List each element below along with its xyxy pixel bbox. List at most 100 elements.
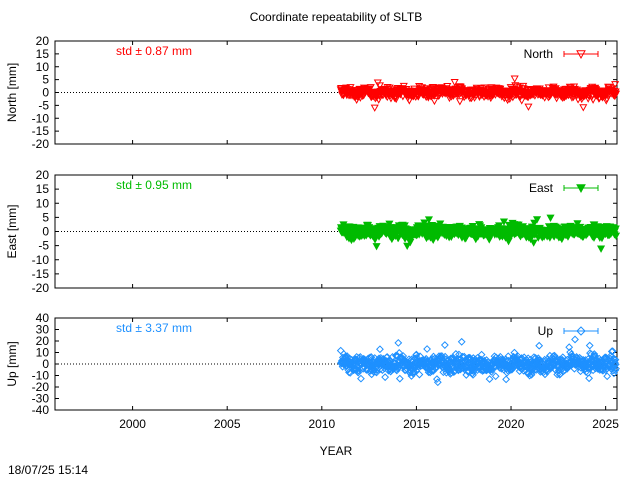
data-point [585,341,594,350]
y-tick-label: -15 [32,124,50,138]
std-label: std ± 3.37 mm [116,321,192,335]
y-tick-label: -10 [32,369,50,383]
y-tick-label: 40 [36,311,50,325]
data-point [477,350,486,359]
data-point [612,364,620,373]
data-point [429,352,438,361]
data-point [395,374,404,383]
data-point [535,341,544,350]
y-tick-label: -10 [32,253,50,267]
data-point [584,95,593,103]
y-tick-label: 10 [36,196,50,210]
y-tick-label: -15 [32,267,50,281]
data-point [450,79,459,87]
x-axis-label: YEAR [320,444,353,458]
legend-label: Up [538,324,554,338]
std-label: std ± 0.87 mm [116,44,192,58]
data-point [576,50,586,60]
y-tick-label: 5 [42,210,49,224]
std-label: std ± 0.95 mm [116,178,192,192]
data-point [571,335,579,344]
data-point [591,352,600,361]
legend-label: East [529,181,554,195]
data-point [576,184,586,194]
data-point [554,366,563,375]
data-point [366,84,375,92]
legend: Up [538,324,599,338]
data-point [611,225,620,233]
data-point [394,338,403,347]
data-point [510,75,519,83]
data-point [372,365,381,374]
data-point [457,337,466,346]
x-tick-label: 2010 [308,417,335,431]
y-tick-label: 20 [36,334,50,348]
y-axis-label: Up [mm] [5,341,19,386]
data-point [376,365,385,373]
y-tick-label: 0 [42,225,49,239]
data-point [540,355,549,364]
data-point [529,239,538,247]
data-point [412,350,421,359]
footer-timestamp: 18/07/25 15:14 [8,463,88,477]
y-tick-label: -20 [32,281,50,295]
data-point [376,345,384,354]
data-point [612,90,621,98]
data-point [589,96,598,104]
data-point [432,362,441,371]
data-point [530,219,539,228]
data-point [406,239,415,247]
data-point [543,355,552,363]
data-point [370,104,379,112]
data-point [597,234,607,243]
y-tick-label: -20 [32,137,50,151]
y-tick-label: -5 [38,239,49,253]
y-tick-label: -40 [32,403,50,417]
data-point [612,232,621,240]
data-point [434,360,443,369]
data-point [336,346,345,355]
y-tick-label: 30 [36,323,50,337]
y-tick-label: 15 [36,47,50,61]
data-point [383,83,392,92]
legend: North [524,47,599,61]
data-point [385,220,394,228]
data-point [603,372,612,381]
data-point [611,355,620,364]
data-point [415,370,424,379]
data-point [530,365,539,374]
data-point [524,103,533,111]
y-tick-label: 15 [36,182,50,196]
data-point [430,97,439,106]
data-point [356,365,364,374]
chart-title: Coordinate repeatability of SLTB [250,10,423,24]
data-point [491,372,500,381]
data-point [608,347,617,356]
data-point [381,373,390,382]
data-point [370,236,380,244]
y-tick-label: 10 [36,60,50,74]
data-point [424,216,433,224]
data-point [422,354,431,363]
x-axis: 2000 2005 2010 2015 2020 2025 [119,417,619,431]
data-point [423,345,432,353]
data-point [585,374,594,383]
data-point [394,234,403,243]
y-tick-label: 5 [42,73,49,87]
y-tick-label: 10 [36,346,50,360]
data-point [566,348,575,357]
x-tick-label: 2005 [214,417,241,431]
data-point [502,375,511,384]
x-tick-label: 2020 [498,417,525,431]
data-point [576,326,586,336]
data-point [455,98,464,106]
data-point [504,352,513,361]
data-point [432,375,441,384]
data-series [336,214,621,253]
legend: East [529,181,599,195]
data-point [485,375,494,383]
data-point [579,104,588,112]
